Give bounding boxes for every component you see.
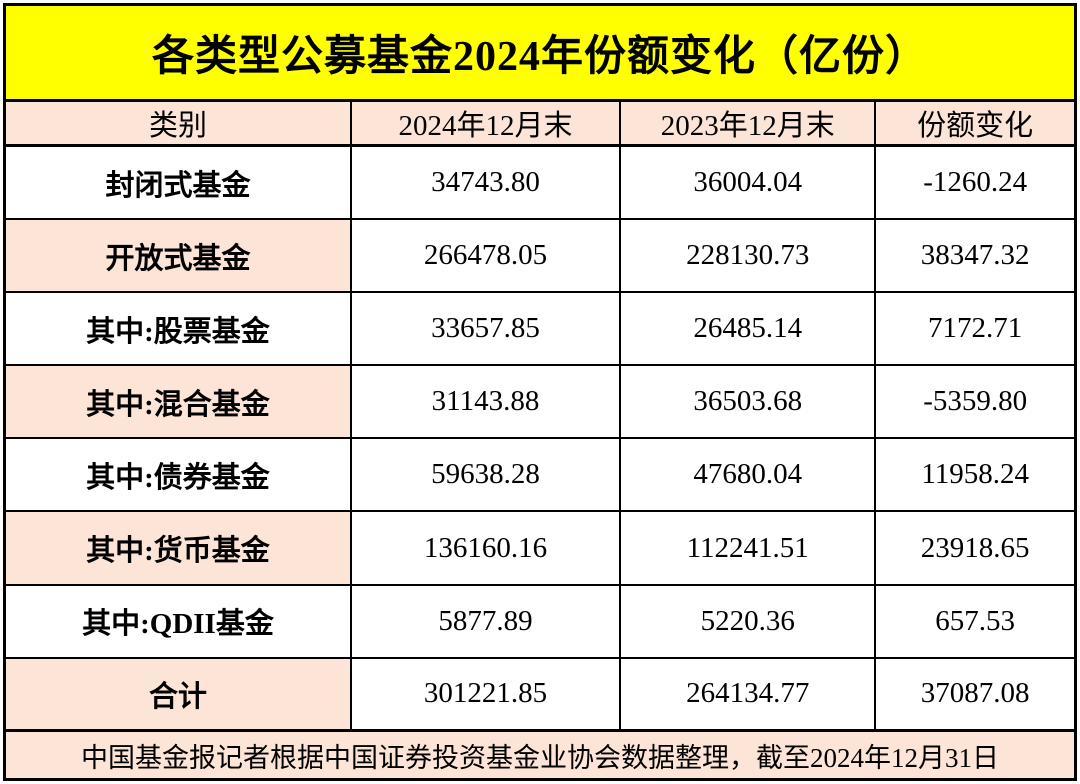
value-cell: 11958.24 bbox=[874, 437, 1074, 513]
value-cell: 112241.51 bbox=[619, 510, 877, 586]
value-cell: -5359.80 bbox=[874, 364, 1074, 440]
page-title: 各类型公募基金2024年份额变化（亿份） bbox=[6, 6, 1074, 102]
category-cell: 开放式基金 bbox=[6, 218, 352, 294]
value-cell: 36503.68 bbox=[619, 364, 877, 440]
header-row: 类别 2024年12月末 2023年12月末 份额变化 bbox=[6, 102, 1074, 147]
value-cell: -1260.24 bbox=[874, 144, 1074, 221]
column-header-category: 类别 bbox=[6, 102, 352, 147]
value-cell: 33657.85 bbox=[349, 291, 622, 367]
table-row: 其中:债券基金 59638.28 47680.04 11958.24 bbox=[6, 437, 1074, 513]
table-row: 其中:股票基金 33657.85 26485.14 7172.71 bbox=[6, 291, 1074, 367]
column-header-change: 份额变化 bbox=[874, 102, 1074, 147]
category-cell: 其中:股票基金 bbox=[6, 291, 352, 367]
value-cell: 5220.36 bbox=[619, 583, 877, 659]
value-cell: 136160.16 bbox=[349, 510, 622, 586]
value-cell: 266478.05 bbox=[349, 218, 622, 294]
category-cell: 其中:QDII基金 bbox=[6, 583, 352, 659]
category-cell: 封闭式基金 bbox=[6, 144, 352, 221]
table-area: 类别 2024年12月末 2023年12月末 份额变化 封闭式基金 34743.8… bbox=[6, 102, 1074, 729]
category-cell: 合计 bbox=[6, 656, 352, 729]
table-row: 开放式基金 266478.05 228130.73 38347.32 bbox=[6, 218, 1074, 294]
table-row: 其中:货币基金 136160.16 112241.51 23918.65 bbox=[6, 510, 1074, 586]
column-header-2023: 2023年12月末 bbox=[619, 102, 877, 147]
value-cell: 7172.71 bbox=[874, 291, 1074, 367]
category-cell: 其中:债券基金 bbox=[6, 437, 352, 513]
value-cell: 37087.08 bbox=[874, 656, 1074, 729]
value-cell: 657.53 bbox=[874, 583, 1074, 659]
value-cell: 47680.04 bbox=[619, 437, 877, 513]
value-cell: 34743.80 bbox=[349, 144, 622, 221]
table-row: 合计 301221.85 264134.77 37087.08 bbox=[6, 656, 1074, 729]
value-cell: 38347.32 bbox=[874, 218, 1074, 294]
category-cell: 其中:混合基金 bbox=[6, 364, 352, 440]
value-cell: 59638.28 bbox=[349, 437, 622, 513]
table-frame: 各类型公募基金2024年份额变化（亿份） 类别 2024年12月末 2023年1… bbox=[3, 3, 1077, 781]
value-cell: 23918.65 bbox=[874, 510, 1074, 586]
source-note: 中国基金报记者根据中国证券投资基金业协会数据整理，截至2024年12月31日 bbox=[6, 729, 1074, 778]
value-cell: 26485.14 bbox=[619, 291, 877, 367]
value-cell: 31143.88 bbox=[349, 364, 622, 440]
fund-share-table: 类别 2024年12月末 2023年12月末 份额变化 封闭式基金 34743.8… bbox=[6, 102, 1074, 729]
table-row: 其中:QDII基金 5877.89 5220.36 657.53 bbox=[6, 583, 1074, 659]
table-row: 其中:混合基金 31143.88 36503.68 -5359.80 bbox=[6, 364, 1074, 440]
category-cell: 其中:货币基金 bbox=[6, 510, 352, 586]
value-cell: 301221.85 bbox=[349, 656, 622, 729]
value-cell: 228130.73 bbox=[619, 218, 877, 294]
table-row: 封闭式基金 34743.80 36004.04 -1260.24 bbox=[6, 144, 1074, 221]
column-header-2024: 2024年12月末 bbox=[349, 102, 622, 147]
value-cell: 5877.89 bbox=[349, 583, 622, 659]
value-cell: 264134.77 bbox=[619, 656, 877, 729]
value-cell: 36004.04 bbox=[619, 144, 877, 221]
